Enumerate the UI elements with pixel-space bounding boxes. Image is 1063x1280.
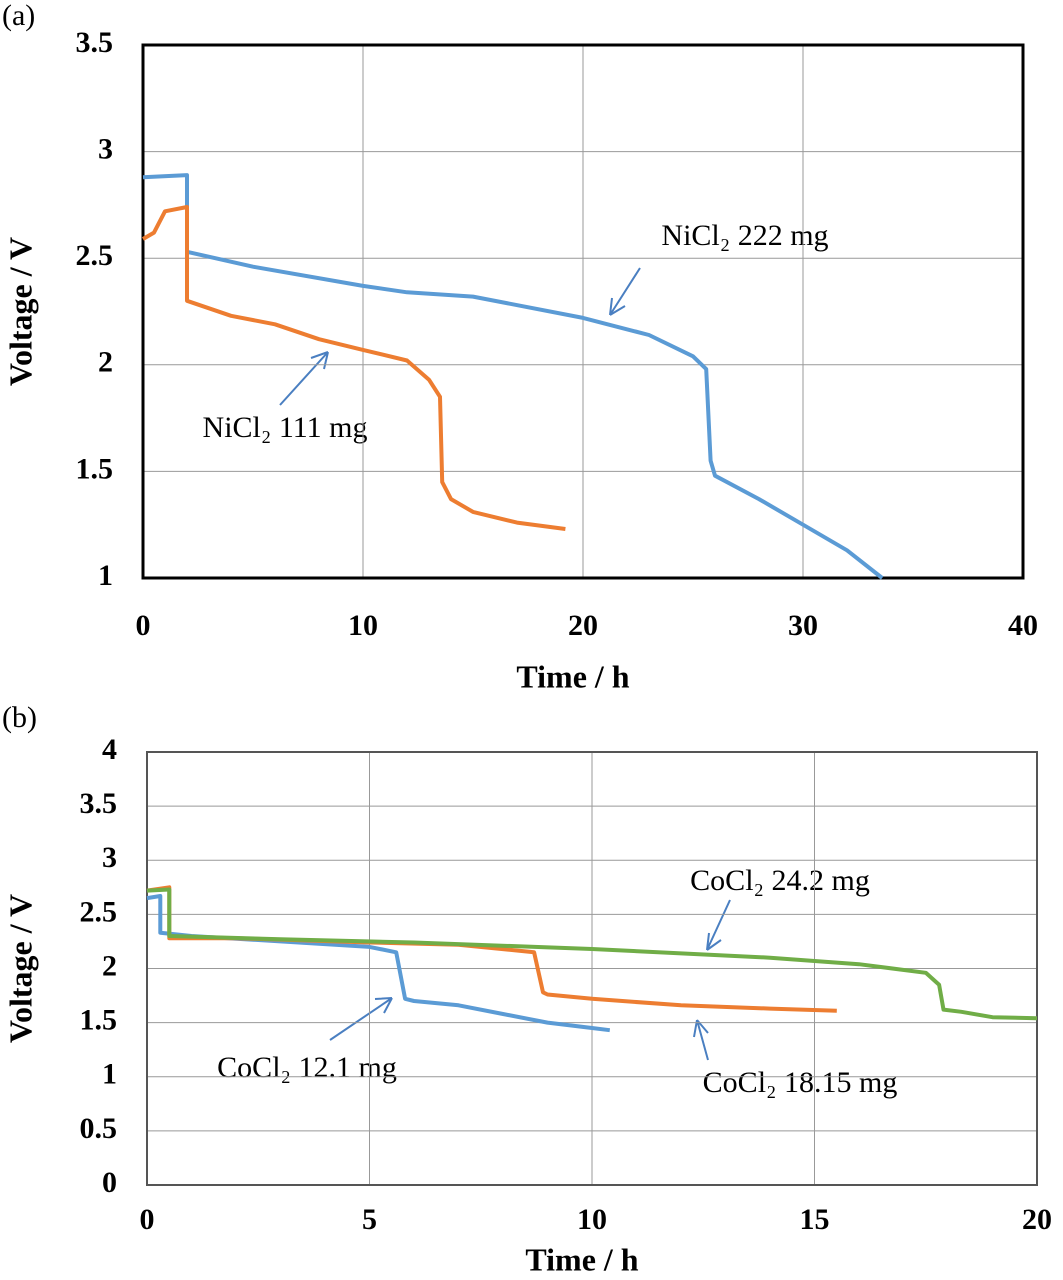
data-line: [146, 887, 1038, 1021]
y-tick-label: 2: [98, 346, 113, 379]
annotation: CoCl₂ 12.1 mg: [217, 1051, 397, 1084]
x-tick-label: 15: [800, 1203, 830, 1236]
x-axis-title: Time / h: [525, 1241, 638, 1277]
arrow: [609, 267, 641, 316]
x-tick-label: 0: [140, 1203, 155, 1236]
data-line: [146, 894, 611, 1033]
annotation: NiCl₂ 111 mg: [203, 411, 368, 444]
y-tick-label: 4: [102, 733, 117, 766]
y-tick-label: 1: [102, 1058, 117, 1091]
y-tick-label: 3: [98, 132, 113, 165]
y-tick-label: 1.5: [76, 452, 114, 485]
panel-label: (b): [2, 701, 37, 734]
x-tick-label: 20: [568, 609, 598, 642]
y-tick-label: 2.5: [80, 895, 118, 928]
annotation: CoCl₂ 24.2 mg: [690, 864, 870, 897]
panel-label: (a): [2, 0, 35, 32]
x-tick-label: 10: [577, 1203, 607, 1236]
y-axis-title: Voltage / V: [2, 237, 38, 386]
data-line: [141, 205, 566, 531]
y-tick-label: 1: [98, 559, 113, 592]
x-tick-label: 40: [1008, 609, 1038, 642]
annotation: NiCl₂ 222 mg: [661, 219, 828, 252]
y-tick-label: 2.5: [76, 239, 114, 272]
x-axis-title: Time / h: [516, 658, 629, 694]
y-tick-label: 0.5: [80, 1112, 118, 1145]
y-tick-label: 0: [102, 1166, 117, 1199]
plot-border: [141, 43, 1025, 580]
y-tick-label: 1.5: [80, 1004, 118, 1037]
x-tick-label: 20: [1022, 1203, 1052, 1236]
plot-border: [146, 751, 1038, 1186]
arrow: [706, 899, 731, 951]
x-tick-label: 5: [362, 1203, 377, 1236]
annotation: CoCl₂ 18.15 mg: [703, 1066, 898, 1099]
data-line: [146, 885, 837, 1013]
data-line: [142, 173, 884, 580]
x-tick-label: 30: [788, 609, 818, 642]
x-tick-label: 10: [348, 609, 378, 642]
y-tick-label: 2: [102, 949, 117, 982]
x-tick-label: 0: [136, 609, 151, 642]
arrow: [329, 997, 393, 1041]
y-axis-title: Voltage / V: [2, 894, 38, 1043]
y-tick-label: 3.5: [80, 787, 118, 820]
arrow: [693, 1019, 709, 1061]
y-tick-label: 3: [102, 841, 117, 874]
y-tick-label: 3.5: [76, 26, 114, 59]
arrow: [279, 351, 329, 406]
